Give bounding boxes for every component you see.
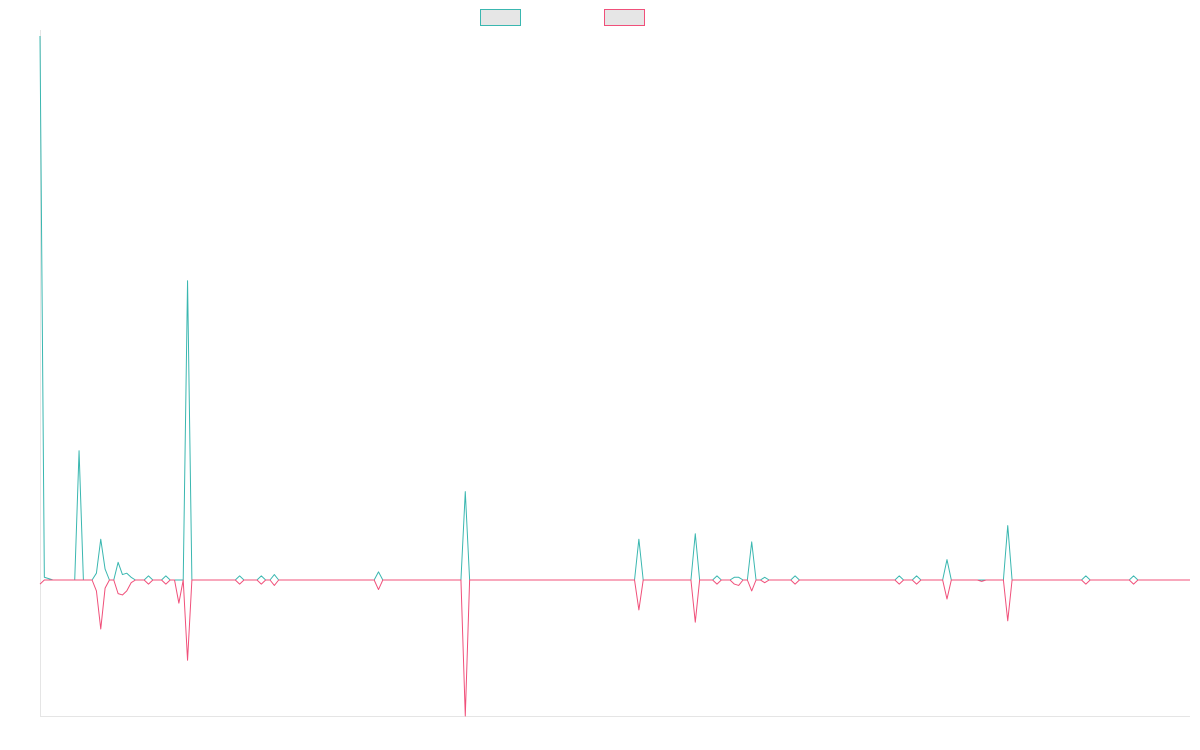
series-line-1 [39, 35, 1190, 581]
series-layer [39, 35, 1190, 717]
legend [480, 9, 645, 26]
legend-swatch-1[interactable] [480, 9, 521, 26]
legend-swatch-2[interactable] [604, 9, 645, 26]
series-line-2 [39, 579, 1190, 717]
